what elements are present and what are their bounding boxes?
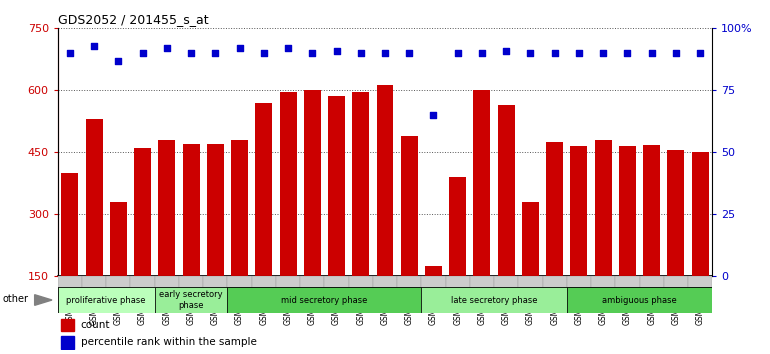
Point (645, 50, 658, 56)
Bar (256, 103, 273, 338)
Bar (668, 150, 685, 338)
Bar (594, 140, 611, 338)
Bar (474, 90, 490, 338)
Bar (203, 276, 227, 289)
Text: count: count (81, 320, 110, 330)
Point (694, 50, 706, 56)
Bar (377, 85, 393, 338)
Bar (61, 319, 74, 331)
Point (233, 45, 246, 51)
Bar (324, 276, 349, 289)
Bar (61, 336, 74, 349)
Point (548, 50, 561, 56)
Bar (276, 276, 300, 289)
Bar (615, 276, 640, 289)
Point (88, 43, 100, 48)
Bar (446, 276, 470, 289)
Bar (591, 276, 615, 289)
Text: GDS2052 / 201455_s_at: GDS2052 / 201455_s_at (58, 13, 209, 26)
Bar (280, 92, 296, 338)
Bar (494, 276, 518, 289)
Polygon shape (35, 295, 52, 305)
Bar (85, 119, 102, 338)
Bar (328, 97, 345, 338)
Bar (227, 287, 421, 313)
Bar (252, 276, 276, 289)
Bar (106, 276, 130, 289)
Point (500, 48, 512, 53)
Point (64, 50, 76, 56)
Bar (353, 92, 370, 338)
Text: proliferative phase: proliferative phase (66, 296, 146, 304)
Bar (231, 140, 248, 338)
Bar (571, 146, 588, 338)
Point (476, 50, 488, 56)
Bar (470, 276, 494, 289)
Bar (155, 287, 227, 313)
Bar (349, 276, 373, 289)
Bar (110, 202, 127, 338)
Point (282, 45, 294, 51)
Bar (134, 148, 151, 338)
Bar (300, 276, 324, 289)
Point (185, 50, 197, 56)
Bar (664, 276, 688, 289)
Point (330, 48, 343, 53)
Bar (643, 145, 660, 338)
Bar (227, 276, 252, 289)
Point (597, 50, 609, 56)
Bar (691, 152, 708, 338)
Point (306, 50, 319, 56)
Point (403, 50, 415, 56)
Bar (130, 276, 155, 289)
Bar (497, 105, 514, 338)
Bar (567, 287, 712, 313)
Bar (82, 276, 106, 289)
Text: ambiguous phase: ambiguous phase (602, 296, 677, 304)
Bar (546, 142, 563, 338)
Bar (522, 202, 539, 338)
Point (670, 50, 682, 56)
Point (573, 50, 585, 56)
Bar (688, 276, 712, 289)
Bar (400, 136, 417, 338)
Point (112, 58, 125, 63)
Bar (304, 90, 321, 338)
Text: late secretory phase: late secretory phase (450, 296, 537, 304)
Bar (182, 144, 199, 338)
Bar (373, 276, 397, 289)
Bar (421, 276, 446, 289)
Point (379, 50, 391, 56)
Point (524, 50, 537, 56)
Point (451, 50, 464, 56)
Bar (421, 287, 567, 313)
Bar (207, 144, 224, 338)
Text: other: other (3, 294, 29, 304)
Bar (155, 276, 179, 289)
Bar (58, 287, 155, 313)
Bar (159, 140, 176, 338)
Point (355, 50, 367, 56)
Bar (543, 276, 567, 289)
Bar (619, 146, 636, 338)
Point (136, 50, 149, 56)
Point (161, 45, 173, 51)
Point (427, 112, 440, 118)
Point (209, 50, 222, 56)
Bar (567, 276, 591, 289)
Point (258, 50, 270, 56)
Bar (179, 276, 203, 289)
Bar (640, 276, 664, 289)
Text: mid secretory phase: mid secretory phase (281, 296, 367, 304)
Bar (58, 276, 82, 289)
Bar (397, 276, 421, 289)
Bar (449, 177, 466, 338)
Text: early secretory
phase: early secretory phase (159, 290, 223, 310)
Text: percentile rank within the sample: percentile rank within the sample (81, 337, 256, 347)
Point (621, 50, 634, 56)
Bar (62, 173, 79, 338)
Bar (425, 266, 442, 338)
Bar (518, 276, 543, 289)
